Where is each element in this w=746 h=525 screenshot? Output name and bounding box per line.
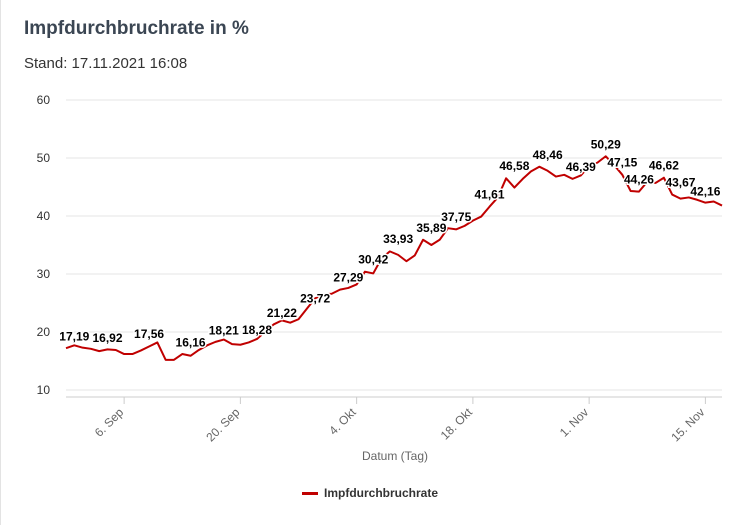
data-label: 18,21: [209, 323, 239, 337]
x-tick-label: 4. Okt: [326, 405, 359, 438]
data-label: 41,61: [474, 188, 504, 202]
y-tick-label: 10: [37, 383, 51, 397]
y-tick-label: 60: [37, 93, 51, 107]
data-label: 18,28: [242, 323, 272, 337]
data-label: 35,89: [416, 221, 446, 235]
data-label: 50,29: [591, 137, 621, 151]
legend-label: Impfdurchbruchrate: [324, 486, 439, 500]
data-label: 46,58: [499, 159, 529, 173]
data-label: 44,26: [624, 172, 654, 186]
x-axis-title: Datum (Tag): [362, 449, 428, 463]
chart-title: Impfdurchbruchrate in %: [24, 18, 249, 39]
y-tick-label: 40: [37, 209, 51, 223]
chart-subtitle: Stand: 17.11.2021 16:08: [24, 55, 188, 72]
data-label: 16,16: [176, 335, 206, 349]
legend-swatch: [302, 491, 318, 495]
x-tick-label: 1. Nov: [557, 405, 591, 439]
legend[interactable]: Impfdurchbruchrate: [302, 486, 438, 500]
data-label: 30,42: [358, 253, 388, 267]
y-tick-label: 20: [37, 325, 51, 339]
data-label: 46,62: [649, 159, 679, 173]
data-label: 43,67: [665, 176, 695, 190]
x-tick-label: 20. Sep: [203, 405, 242, 444]
data-label: 46,39: [566, 160, 596, 174]
data-label: 17,56: [134, 327, 164, 341]
series-line: [65, 155, 723, 361]
data-label: 21,22: [267, 306, 297, 320]
data-label: 42,16: [690, 184, 720, 198]
data-label: 37,75: [441, 210, 471, 224]
x-tick-label: 15. Nov: [668, 405, 707, 444]
data-label: 23,72: [300, 291, 330, 305]
data-label: 17,19: [59, 329, 89, 343]
data-label: 27,29: [333, 271, 363, 285]
data-label: 47,15: [607, 156, 637, 170]
x-tick-label: 18. Okt: [438, 405, 476, 443]
y-tick-label: 50: [37, 151, 51, 165]
data-label: 48,46: [533, 148, 563, 162]
x-tick-label: 6. Sep: [92, 405, 127, 440]
data-label: 16,92: [93, 331, 123, 345]
y-tick-label: 30: [37, 267, 51, 281]
card-border: [0, 0, 1, 525]
data-label: 33,93: [383, 232, 413, 246]
